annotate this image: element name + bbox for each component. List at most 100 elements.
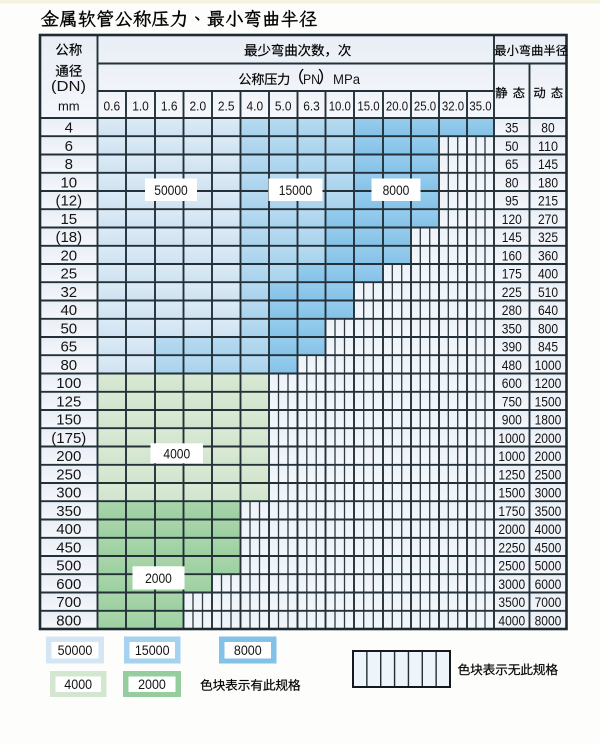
- svg-text:(18): (18): [55, 229, 82, 246]
- svg-text:1000: 1000: [498, 448, 525, 464]
- svg-text:8000: 8000: [383, 182, 410, 198]
- svg-text:2500: 2500: [535, 467, 562, 483]
- svg-text:2.5: 2.5: [218, 98, 235, 113]
- svg-text:1500: 1500: [535, 394, 562, 410]
- svg-text:0.6: 0.6: [104, 98, 121, 113]
- svg-text:2500: 2500: [498, 558, 525, 574]
- svg-text:400: 400: [538, 266, 558, 282]
- svg-text:325: 325: [538, 229, 558, 245]
- svg-text:600: 600: [502, 375, 522, 391]
- svg-text:25: 25: [60, 266, 77, 283]
- svg-text:4000: 4000: [64, 676, 92, 692]
- svg-text:(DN): (DN): [51, 79, 86, 95]
- svg-text:3500: 3500: [535, 503, 562, 519]
- svg-text:1750: 1750: [498, 503, 525, 519]
- svg-text:3000: 3000: [498, 576, 525, 592]
- svg-text:145: 145: [538, 156, 558, 172]
- svg-text:250: 250: [56, 467, 81, 484]
- svg-text:800: 800: [56, 613, 81, 630]
- svg-text:4000: 4000: [163, 445, 190, 461]
- svg-text:(12): (12): [55, 193, 82, 210]
- svg-text:80: 80: [60, 357, 77, 374]
- svg-text:400: 400: [56, 521, 81, 538]
- svg-text:5000: 5000: [535, 558, 562, 574]
- svg-text:175: 175: [502, 266, 522, 282]
- svg-text:6000: 6000: [535, 576, 562, 592]
- svg-text:1.0: 1.0: [132, 98, 149, 113]
- svg-text:8000: 8000: [535, 613, 562, 629]
- svg-text:15: 15: [60, 211, 77, 228]
- svg-text:100: 100: [56, 375, 81, 392]
- svg-text:700: 700: [56, 594, 81, 611]
- svg-text:50000: 50000: [58, 642, 93, 658]
- svg-text:1500: 1500: [498, 485, 525, 501]
- svg-text:280: 280: [502, 302, 522, 318]
- svg-text:mm: mm: [58, 99, 80, 114]
- svg-text:150: 150: [56, 412, 81, 429]
- svg-text:480: 480: [502, 357, 522, 373]
- svg-text:2000: 2000: [145, 570, 172, 586]
- svg-text:110: 110: [538, 138, 558, 154]
- svg-text:1250: 1250: [498, 467, 525, 483]
- svg-text:225: 225: [502, 284, 522, 300]
- svg-text:6: 6: [65, 138, 73, 155]
- svg-text:8000: 8000: [234, 642, 262, 658]
- svg-text:270: 270: [538, 211, 558, 227]
- svg-text:160: 160: [502, 248, 522, 264]
- svg-text:4000: 4000: [535, 521, 562, 537]
- svg-text:40: 40: [60, 302, 77, 319]
- svg-text:25.0: 25.0: [414, 98, 436, 113]
- svg-text:390: 390: [502, 339, 522, 355]
- svg-text:4500: 4500: [535, 540, 562, 556]
- svg-text:2000: 2000: [535, 430, 562, 446]
- svg-text:(175): (175): [51, 430, 86, 447]
- svg-text:50000: 50000: [154, 182, 188, 198]
- svg-text:1800: 1800: [535, 412, 562, 428]
- svg-text:6.3: 6.3: [303, 98, 320, 113]
- svg-text:4: 4: [65, 120, 73, 137]
- svg-text:20: 20: [60, 248, 77, 265]
- svg-text:50: 50: [505, 138, 519, 154]
- svg-text:180: 180: [538, 175, 558, 191]
- svg-text:800: 800: [538, 321, 558, 337]
- svg-text:350: 350: [56, 503, 81, 520]
- svg-text:35.0: 35.0: [469, 98, 491, 113]
- svg-text:15000: 15000: [279, 182, 313, 198]
- svg-text:125: 125: [56, 394, 81, 411]
- svg-text:32: 32: [60, 284, 77, 301]
- svg-text:65: 65: [60, 339, 77, 356]
- svg-text:1200: 1200: [535, 375, 562, 391]
- svg-text:215: 215: [538, 193, 558, 209]
- svg-text:5.0: 5.0: [275, 98, 292, 113]
- svg-text:1.6: 1.6: [161, 98, 178, 113]
- svg-text:20.0: 20.0: [386, 98, 408, 113]
- svg-text:3000: 3000: [535, 485, 562, 501]
- svg-text:15000: 15000: [135, 642, 170, 658]
- svg-text:300: 300: [56, 485, 81, 502]
- svg-text:32.0: 32.0: [442, 98, 464, 113]
- svg-text:2000: 2000: [535, 448, 562, 464]
- svg-text:PN: PN: [303, 71, 320, 87]
- svg-text:360: 360: [538, 248, 558, 264]
- svg-text:MPa: MPa: [333, 72, 360, 88]
- svg-text:2250: 2250: [498, 540, 525, 556]
- svg-text:80: 80: [541, 120, 555, 136]
- svg-text:2000: 2000: [138, 676, 166, 692]
- svg-text:2000: 2000: [498, 521, 525, 537]
- svg-text:15.0: 15.0: [357, 98, 379, 113]
- svg-text:120: 120: [502, 211, 522, 227]
- svg-text:80: 80: [505, 175, 519, 191]
- svg-text:2.0: 2.0: [190, 98, 207, 113]
- svg-text:640: 640: [538, 302, 558, 318]
- svg-text:4000: 4000: [498, 613, 525, 629]
- svg-text:750: 750: [502, 394, 522, 410]
- svg-text:900: 900: [502, 412, 522, 428]
- svg-text:10: 10: [60, 175, 77, 192]
- svg-text:1000: 1000: [535, 357, 562, 373]
- svg-text:510: 510: [538, 284, 558, 300]
- svg-text:500: 500: [56, 558, 81, 575]
- svg-text:450: 450: [56, 540, 81, 557]
- svg-text:4.0: 4.0: [247, 98, 264, 113]
- svg-text:65: 65: [505, 156, 519, 172]
- svg-text:3500: 3500: [498, 594, 525, 610]
